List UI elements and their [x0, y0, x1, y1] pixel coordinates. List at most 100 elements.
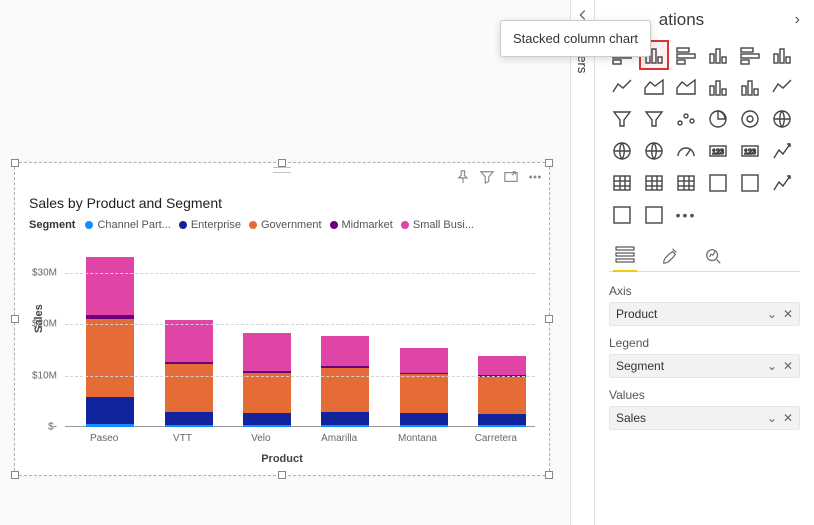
bar-column[interactable]: Amarilla	[315, 336, 375, 427]
viz-type-100-stacked-bar[interactable]	[737, 42, 763, 68]
bar-segment[interactable]	[321, 336, 369, 367]
bar-segment[interactable]	[321, 368, 369, 412]
more-options-icon[interactable]	[527, 169, 543, 185]
viz-type-py-visual[interactable]	[737, 170, 763, 196]
viz-type-card[interactable]: 123	[705, 138, 731, 164]
viz-type-powerapps[interactable]	[641, 202, 667, 228]
svg-text:123: 123	[712, 149, 724, 156]
filters-pane-collapsed[interactable]: Filters	[570, 0, 594, 525]
bar-segment[interactable]	[165, 320, 213, 362]
viz-type-line[interactable]	[609, 74, 635, 100]
bar-segment[interactable]	[478, 377, 526, 414]
bar-segment[interactable]	[321, 425, 369, 427]
resize-handle[interactable]	[545, 471, 553, 479]
drag-grip[interactable]	[273, 167, 291, 173]
viz-type-scatter[interactable]	[673, 106, 699, 132]
values-field-well[interactable]: Sales ⌄✕	[609, 406, 800, 430]
field-remove-icon[interactable]: ✕	[783, 411, 793, 425]
bar-segment[interactable]	[86, 397, 134, 424]
bar-segment[interactable]	[243, 333, 291, 371]
field-remove-icon[interactable]: ✕	[783, 307, 793, 321]
bar-column[interactable]: Paseo	[80, 257, 140, 427]
bar-segment[interactable]	[243, 425, 291, 427]
field-menu-icon[interactable]: ⌄	[767, 359, 777, 373]
viz-type-matrix[interactable]	[673, 170, 699, 196]
chart-title: Sales by Product and Segment	[29, 195, 222, 211]
bar-segment[interactable]	[478, 425, 526, 427]
bar-segment[interactable]	[478, 414, 526, 426]
chart-visual-container[interactable]: Sales by Product and Segment Segment Cha…	[14, 162, 550, 476]
viz-type-funnel[interactable]	[641, 106, 667, 132]
filter-icon[interactable]	[479, 169, 495, 185]
focus-mode-icon[interactable]	[503, 169, 519, 185]
bar-segment[interactable]	[243, 413, 291, 426]
viz-type-ribbon[interactable]	[769, 74, 795, 100]
viz-type-pie[interactable]	[705, 106, 731, 132]
viz-type-more[interactable]: •••	[673, 202, 699, 228]
resize-handle[interactable]	[11, 471, 19, 479]
bar-segment[interactable]	[86, 319, 134, 397]
viz-type-line-clustered-column[interactable]	[737, 74, 763, 100]
bar-segment[interactable]	[400, 348, 448, 373]
viz-type-treemap[interactable]	[769, 106, 795, 132]
viz-type-100-stacked-column[interactable]	[769, 42, 795, 68]
bar-segment[interactable]	[86, 424, 134, 427]
viz-type-line-stacked-column[interactable]	[705, 74, 731, 100]
bar-column[interactable]: Montana	[394, 348, 454, 427]
pin-icon[interactable]	[455, 169, 471, 185]
viz-type-map[interactable]	[609, 138, 635, 164]
resize-handle[interactable]	[11, 315, 19, 323]
viz-type-stacked-area[interactable]	[673, 74, 699, 100]
legend-item-label[interactable]: Government	[261, 219, 322, 231]
report-canvas[interactable]: Sales by Product and Segment Segment Cha…	[0, 0, 570, 525]
bar-segment[interactable]	[86, 257, 134, 315]
resize-handle[interactable]	[278, 471, 286, 479]
viz-type-table[interactable]	[641, 170, 667, 196]
viz-type-kpi[interactable]	[769, 138, 795, 164]
legend-item-label[interactable]: Small Busi...	[413, 219, 474, 231]
legend-item-label[interactable]: Enterprise	[191, 219, 241, 231]
bar-column[interactable]: Carretera	[472, 356, 532, 427]
legend-title: Segment	[29, 219, 75, 231]
bar-segment[interactable]	[400, 413, 448, 425]
bar-segment[interactable]	[165, 425, 213, 427]
axis-field-well[interactable]: Product ⌄✕	[609, 302, 800, 326]
bar-segment[interactable]	[478, 356, 526, 375]
resize-handle[interactable]	[11, 159, 19, 167]
resize-handle[interactable]	[545, 159, 553, 167]
bar-segment[interactable]	[321, 412, 369, 425]
bar-segment[interactable]	[165, 364, 213, 412]
field-menu-icon[interactable]: ⌄	[767, 307, 777, 321]
viz-type-clustered-column[interactable]	[705, 42, 731, 68]
legend-item-label[interactable]: Midmarket	[342, 219, 393, 231]
resize-handle[interactable]	[278, 159, 286, 167]
format-tab[interactable]	[657, 240, 681, 271]
legend-field-well[interactable]: Segment ⌄✕	[609, 354, 800, 378]
bar-column[interactable]: VTT	[159, 320, 219, 427]
resize-handle[interactable]	[545, 315, 553, 323]
bar-segment[interactable]	[243, 373, 291, 413]
viz-type-gauge[interactable]	[673, 138, 699, 164]
viz-type-clustered-bar[interactable]	[673, 42, 699, 68]
bar-segment[interactable]	[400, 425, 448, 427]
bar-segment[interactable]	[400, 374, 448, 413]
viz-type-multi-row-card[interactable]: 123	[737, 138, 763, 164]
collapse-panel-icon[interactable]: ›	[795, 11, 800, 29]
viz-type-slicer[interactable]	[609, 170, 635, 196]
viz-type-arcgis[interactable]	[609, 202, 635, 228]
bar-segment[interactable]	[165, 412, 213, 425]
y-tick-label: $-	[48, 422, 57, 433]
field-remove-icon[interactable]: ✕	[783, 359, 793, 373]
viz-type-waterfall[interactable]	[609, 106, 635, 132]
bar-column[interactable]: Velo	[237, 333, 297, 427]
field-menu-icon[interactable]: ⌄	[767, 411, 777, 425]
viz-type-donut[interactable]	[737, 106, 763, 132]
fields-tab[interactable]	[613, 240, 637, 272]
legend-item-label[interactable]: Channel Part...	[97, 219, 170, 231]
chart-plot-area: PaseoVTTVeloAmarillaMontanaCarretera $-$…	[65, 247, 535, 427]
viz-type-key-influencers[interactable]	[769, 170, 795, 196]
viz-type-area[interactable]	[641, 74, 667, 100]
analytics-tab[interactable]	[701, 240, 725, 271]
viz-type-r-visual[interactable]	[705, 170, 731, 196]
viz-type-filled-map[interactable]	[641, 138, 667, 164]
